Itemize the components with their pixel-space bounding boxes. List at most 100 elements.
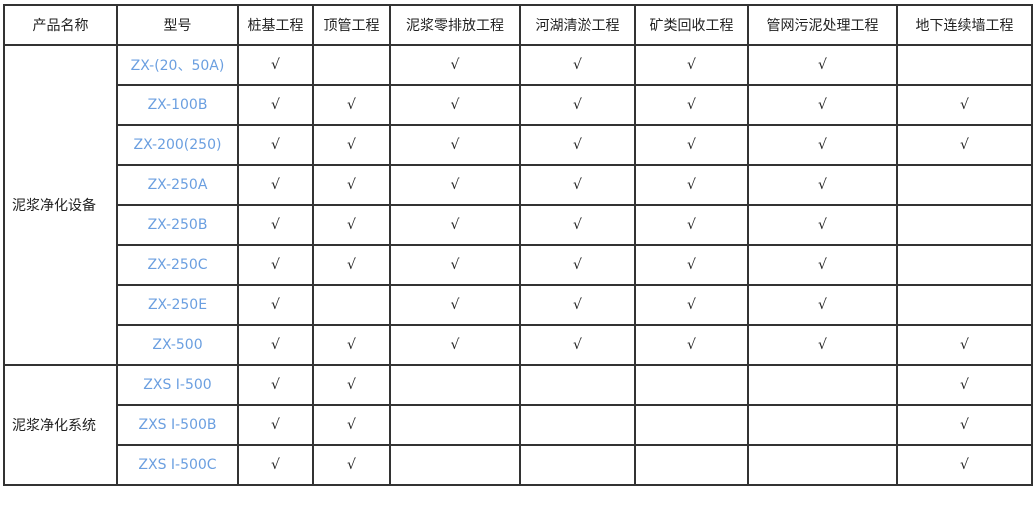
application-cell: √	[312, 404, 391, 446]
model-cell: ZXS I-500B	[116, 404, 239, 446]
check-mark-icon: √	[271, 217, 280, 233]
check-mark-icon: √	[687, 297, 696, 313]
check-mark-icon: √	[818, 217, 827, 233]
check-mark-icon: √	[271, 377, 280, 393]
check-mark-icon: √	[960, 377, 969, 393]
check-mark-icon: √	[347, 137, 356, 153]
table-row: ZXS I-500C √ √ √	[4, 444, 1033, 486]
check-mark-icon: √	[347, 337, 356, 353]
check-mark-icon: √	[450, 337, 460, 353]
check-mark-icon: √	[347, 177, 356, 193]
check-mark-icon: √	[347, 257, 356, 273]
application-cell: √	[237, 244, 314, 286]
application-cell: √	[747, 244, 898, 286]
check-mark-icon: √	[818, 137, 827, 153]
check-mark-icon: √	[573, 137, 582, 153]
check-mark-icon: √	[573, 297, 582, 313]
application-cell: √	[634, 324, 749, 366]
application-cell: √	[389, 244, 521, 286]
application-cell: √	[634, 84, 749, 126]
check-mark-icon: √	[271, 257, 280, 273]
product-category-cell: 泥浆净化系统	[3, 364, 118, 486]
table-row: ZX-500 √ √ √ √ √ √ √	[4, 324, 1033, 366]
check-mark-icon: √	[450, 257, 460, 273]
application-cell: √	[519, 44, 636, 86]
application-cell: √	[634, 284, 749, 326]
application-cell: √	[896, 364, 1033, 406]
application-cell: √	[312, 164, 391, 206]
check-mark-icon: √	[818, 257, 827, 273]
check-mark-icon: √	[960, 97, 969, 113]
application-cell	[312, 284, 391, 326]
application-cell	[896, 284, 1033, 326]
application-cell: √	[519, 84, 636, 126]
application-cell: √	[237, 324, 314, 366]
check-mark-icon: √	[573, 57, 582, 73]
application-cell: √	[896, 84, 1033, 126]
column-header: 地下连续墙工程	[896, 4, 1033, 46]
table-row: 泥浆净化系统 ZXS I-500 √ √ √	[3, 364, 1033, 486]
check-mark-icon: √	[271, 137, 280, 153]
application-cell: √	[519, 324, 636, 366]
application-cell: √	[747, 124, 898, 166]
application-cell: √	[389, 204, 521, 246]
application-cell: √	[237, 44, 314, 86]
application-cell: √	[312, 324, 391, 366]
check-mark-icon: √	[450, 137, 460, 153]
application-cell	[747, 444, 898, 486]
application-cell: √	[634, 44, 749, 86]
check-mark-icon: √	[573, 177, 582, 193]
check-mark-icon: √	[818, 337, 827, 353]
application-cell: √	[237, 164, 314, 206]
application-cell: √	[312, 124, 391, 166]
application-cell: √	[519, 164, 636, 206]
check-mark-icon: √	[687, 57, 696, 73]
application-cell: √	[389, 324, 521, 366]
check-mark-icon: √	[347, 377, 356, 393]
model-cell: ZX-200(250)	[116, 124, 239, 166]
check-mark-icon: √	[818, 177, 827, 193]
application-cell	[634, 364, 749, 406]
check-mark-icon: √	[960, 417, 969, 433]
application-cell: √	[237, 404, 314, 446]
application-cell: √	[747, 84, 898, 126]
application-cell: √	[237, 284, 314, 326]
application-cell: √	[389, 84, 521, 126]
application-cell: √	[896, 444, 1033, 486]
application-cell: √	[747, 164, 898, 206]
check-mark-icon: √	[347, 417, 356, 433]
check-mark-icon: √	[347, 457, 356, 473]
application-cell: √	[389, 44, 521, 86]
table-row: ZX-250B √ √ √ √ √ √	[4, 204, 1033, 246]
application-cell	[519, 444, 636, 486]
application-cell	[634, 404, 749, 446]
check-mark-icon: √	[687, 337, 696, 353]
check-mark-icon: √	[573, 257, 582, 273]
application-cell: √	[747, 204, 898, 246]
application-cell: √	[312, 84, 391, 126]
header-row: 产品名称 型号 桩基工程 顶管工程 泥浆零排放工程 河湖清淤工程 矿类回收工程 管网污泥处理工…	[3, 4, 1033, 46]
table-row: ZX-200(250) √ √ √ √ √ √ √	[4, 124, 1033, 166]
application-cell	[896, 164, 1033, 206]
product-application-table: 产品名称 型号 桩基工程 顶管工程 泥浆零排放工程 河湖清淤工程 矿类回收工程 管网污泥处理工…	[3, 4, 1033, 486]
application-cell: √	[312, 244, 391, 286]
application-cell: √	[634, 164, 749, 206]
table-row: ZX-250E √ √ √ √ √	[4, 284, 1033, 326]
application-cell: √	[519, 204, 636, 246]
application-cell	[896, 44, 1033, 86]
column-header: 型号	[116, 4, 239, 46]
model-cell: ZX-500	[116, 324, 239, 366]
application-cell: √	[634, 124, 749, 166]
application-cell: √	[237, 124, 314, 166]
check-mark-icon: √	[687, 177, 696, 193]
model-cell: ZX-250A	[116, 164, 239, 206]
application-cell: √	[634, 244, 749, 286]
application-cell: √	[519, 284, 636, 326]
application-cell: √	[519, 124, 636, 166]
application-cell	[896, 244, 1033, 286]
application-cell: √	[237, 204, 314, 246]
column-header: 矿类回收工程	[634, 4, 749, 46]
application-cell: √	[896, 124, 1033, 166]
check-mark-icon: √	[960, 137, 969, 153]
column-header: 河湖清淤工程	[519, 4, 636, 46]
